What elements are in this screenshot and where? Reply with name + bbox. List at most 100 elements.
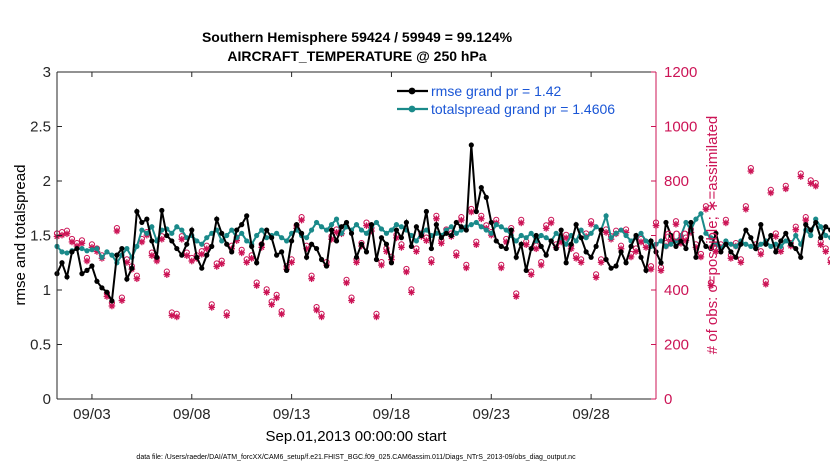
asterisk-stroke <box>398 244 405 251</box>
obs-marker <box>707 279 715 289</box>
obs-marker <box>313 303 320 314</box>
rmse-point <box>748 235 754 241</box>
totalspread-point <box>743 241 749 247</box>
obs-marker <box>318 310 325 321</box>
totalspread-point <box>139 227 145 233</box>
obs-assimilated-point <box>313 306 320 314</box>
obs-assimilated-point <box>458 216 465 224</box>
asterisk-stroke <box>573 255 579 262</box>
obs-marker <box>113 224 121 235</box>
asterisk-stroke <box>223 312 230 319</box>
rmse-point <box>673 243 679 249</box>
asterisk-stroke <box>473 241 480 248</box>
asterisk-stroke <box>543 225 549 232</box>
rmse-point <box>308 241 315 247</box>
obs-assimilated-point <box>602 229 610 236</box>
totalspread-point <box>748 243 754 249</box>
data-file-footer: data file: /Users/raeder/DAI/ATM_forcXX/… <box>136 454 576 461</box>
asterisk-stroke <box>638 239 644 245</box>
obs-assimilated-point <box>118 297 126 304</box>
rmse-point <box>628 243 634 249</box>
obs-assimilated-point <box>762 280 770 288</box>
asterisk-stroke <box>593 274 599 281</box>
y-tick-right-label: 1000 <box>664 119 697 136</box>
obs-possible-point <box>827 256 830 263</box>
asterisk-stroke <box>353 259 360 266</box>
totalspread-point <box>84 248 90 254</box>
obs-assimilated-point <box>453 252 460 259</box>
totalspread-point <box>683 219 689 226</box>
obs-marker <box>747 165 755 175</box>
rmse-point <box>174 245 180 252</box>
chart-title-line2: AIRCRAFT_TEMPERATURE @ 250 hPa <box>227 48 486 64</box>
totalspread-point <box>453 230 459 236</box>
obs-marker <box>353 256 360 266</box>
rmse-point <box>423 208 429 215</box>
asterisk-stroke <box>713 248 719 255</box>
asterisk-stroke <box>64 231 70 237</box>
rmse-point <box>393 227 400 233</box>
rmse-point <box>663 219 669 226</box>
rmse-point <box>229 249 235 255</box>
totalspread-point <box>668 241 674 247</box>
obs-assimilated-point <box>772 233 780 240</box>
obs-assimilated-point <box>697 253 705 261</box>
asterisk-stroke <box>79 240 85 247</box>
totalspread-point <box>608 235 614 241</box>
obs-assimilated-point <box>263 289 270 296</box>
rmse-point <box>184 241 190 247</box>
obs-marker <box>702 203 710 213</box>
totalspread-point <box>224 232 230 239</box>
obs-assimilated-point <box>702 205 710 213</box>
rmse-point <box>513 254 519 260</box>
obs-assimilated-point <box>398 244 405 251</box>
totalspread-point <box>708 235 714 241</box>
obs-assimilated-point <box>318 313 325 321</box>
rmse-point <box>353 254 360 260</box>
asterisk-stroke <box>253 282 260 289</box>
obs-marker <box>602 226 610 236</box>
rmse-point <box>179 252 185 258</box>
asterisk-stroke <box>273 295 280 301</box>
obs-marker <box>218 257 226 268</box>
rmse-point <box>623 260 629 266</box>
asterisk-stroke <box>792 226 799 233</box>
obs-assimilated-point <box>792 226 800 233</box>
totalspread-point <box>259 227 265 233</box>
totalspread-point <box>333 216 340 222</box>
rmse-point <box>603 256 609 263</box>
obs-assimilated-point <box>188 257 196 265</box>
totalspread-point <box>448 224 454 230</box>
totalspread-point <box>199 241 205 247</box>
totalspread-point <box>543 235 549 241</box>
rmse-point <box>224 241 230 247</box>
obs-marker <box>408 286 415 296</box>
rmse-point <box>149 238 155 244</box>
asterisk-stroke <box>69 239 75 245</box>
obs-assimilated-point <box>477 215 485 223</box>
totalspread-point <box>638 230 644 236</box>
rmse-point <box>328 227 335 233</box>
rmse-point <box>433 222 439 228</box>
asterisk-stroke <box>159 236 165 242</box>
asterisk-stroke <box>203 245 210 252</box>
obs-marker <box>463 261 470 272</box>
rmse-point <box>338 224 345 230</box>
totalspread-point <box>204 235 210 241</box>
obs-assimilated-point <box>722 219 730 227</box>
rmse-point <box>189 227 195 233</box>
obs-marker <box>438 237 445 247</box>
obs-assimilated-point <box>737 259 745 266</box>
rmse-point <box>588 254 594 260</box>
totalspread-point <box>693 216 699 222</box>
asterisk-stroke <box>658 267 664 274</box>
totalspread-point <box>478 224 484 230</box>
totalspread-point <box>383 230 390 236</box>
obs-assimilated-point <box>273 294 280 302</box>
rmse-point <box>498 243 504 249</box>
asterisk-stroke <box>169 312 175 319</box>
obs-assimilated-point <box>168 312 176 319</box>
totalspread-point <box>823 232 829 239</box>
rmse-point <box>204 252 210 258</box>
totalspread-point <box>808 232 814 239</box>
